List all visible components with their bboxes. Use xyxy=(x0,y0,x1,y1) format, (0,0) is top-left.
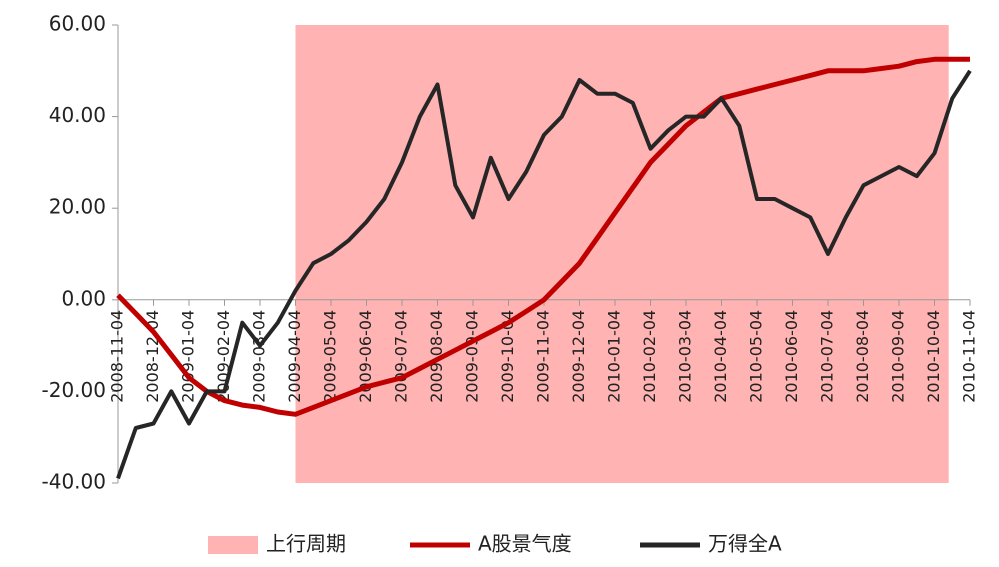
y-tick-label: 20.00 xyxy=(49,195,106,219)
x-tick-label: 2010-10-04 xyxy=(924,310,943,403)
legend-label: 上行周期 xyxy=(266,532,346,556)
x-tick-label: 2010-01-04 xyxy=(605,310,624,403)
x-tick-label: 2010-02-04 xyxy=(640,310,659,403)
y-tick-label: -40.00 xyxy=(42,470,106,494)
series-line xyxy=(116,69,972,480)
x-tick-label: 2009-03-04 xyxy=(250,310,269,403)
legend-label: 万得全A xyxy=(708,532,782,556)
x-tick-label: 2009-08-04 xyxy=(427,310,446,403)
x-tick-label: 2010-07-04 xyxy=(818,310,837,403)
x-tick-label: 2010-11-04 xyxy=(960,310,979,403)
x-tick-label: 2010-04-04 xyxy=(711,310,730,403)
y-tick-label: -20.00 xyxy=(42,378,106,402)
x-tick-label: 2010-06-04 xyxy=(782,310,801,403)
series-line xyxy=(116,56,970,417)
x-tick-label: 2009-06-04 xyxy=(356,310,375,403)
x-tick-label: 2009-11-04 xyxy=(534,310,553,403)
x-tick-label: 2009-01-04 xyxy=(179,310,198,403)
legend-label: A股景气度 xyxy=(478,532,572,556)
x-tick-label: 2008-11-04 xyxy=(108,310,127,403)
shaded-period xyxy=(295,25,949,483)
legend-swatch xyxy=(208,536,258,554)
x-tick-label: 2010-05-04 xyxy=(747,310,766,403)
x-tick-label: 2010-08-04 xyxy=(853,310,872,403)
x-tick-label: 2009-04-04 xyxy=(285,310,304,403)
y-tick-label: 40.00 xyxy=(49,103,106,127)
x-tick-label: 2009-09-04 xyxy=(463,310,482,403)
x-tick-label: 2009-12-04 xyxy=(569,310,588,403)
x-tick-label: 2010-03-04 xyxy=(676,310,695,403)
x-tick-label: 2009-10-04 xyxy=(498,310,517,403)
y-tick-label: 60.00 xyxy=(49,12,106,36)
y-tick-label: 0.00 xyxy=(61,286,106,310)
x-tick-label: 2009-05-04 xyxy=(321,310,340,403)
x-tick-label: 2010-09-04 xyxy=(889,310,908,403)
x-tick-label: 2009-07-04 xyxy=(392,310,411,403)
